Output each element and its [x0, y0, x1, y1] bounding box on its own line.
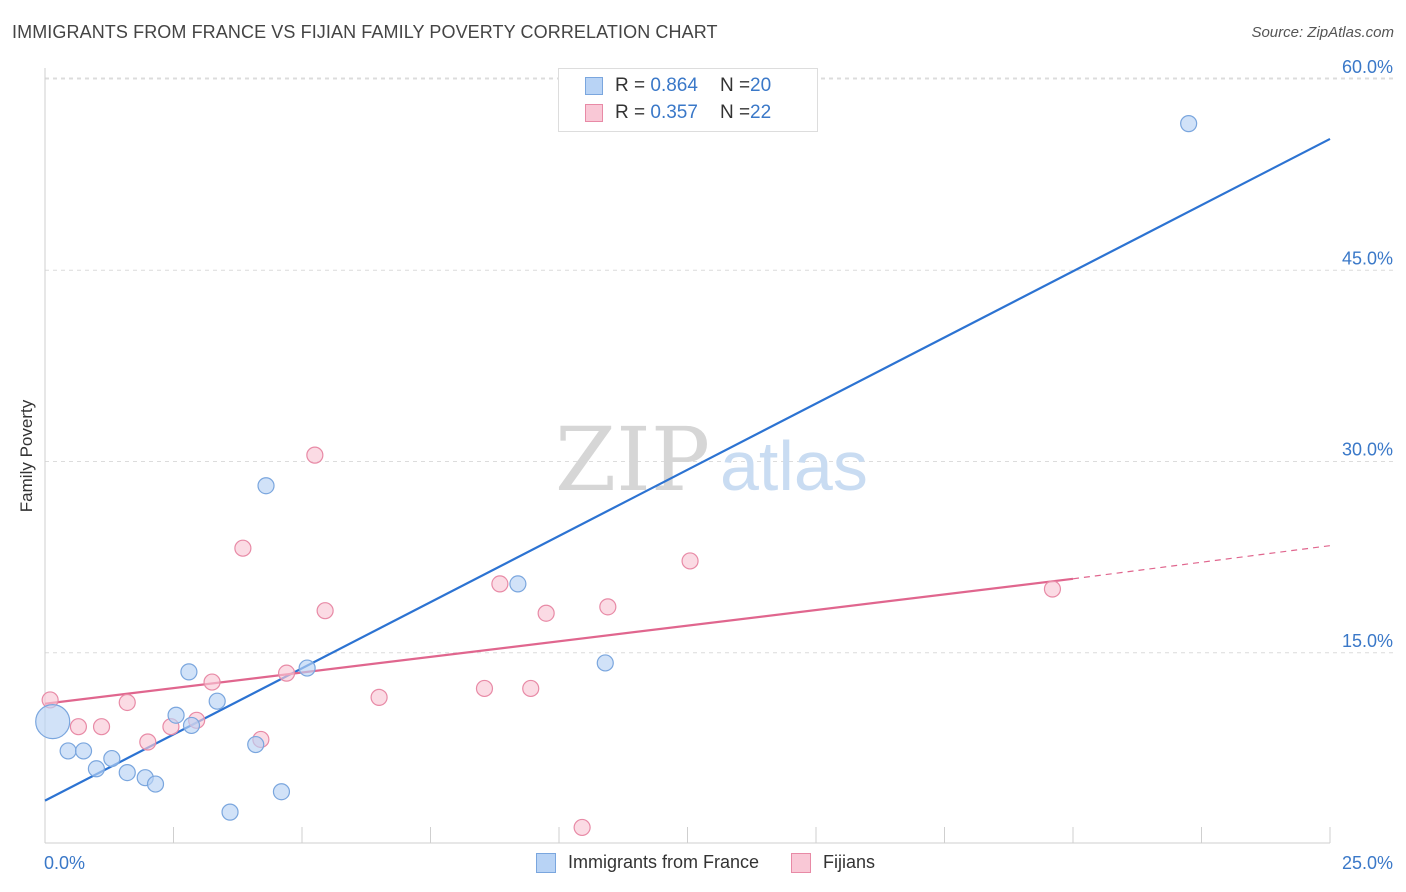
data-point-france: [272, 783, 291, 801]
data-point-france: [1180, 115, 1198, 133]
data-point-france: [257, 477, 275, 495]
correlation-legend: R = 0.864 N = 20 R = 0.357 N = 22: [558, 68, 818, 132]
legend-row-france: R = 0.864 N = 20: [585, 73, 771, 99]
x-tick-label: 0.0%: [44, 853, 85, 873]
data-point-fijians: [139, 733, 157, 751]
series-swatch-france: [536, 852, 556, 873]
data-point-fijians: [277, 664, 296, 682]
series-label-fijians: Fijians: [823, 852, 876, 872]
data-point-fijians: [306, 446, 324, 464]
source-label: Source: ZipAtlas.com: [1251, 24, 1394, 41]
data-point-france: [118, 763, 136, 782]
legend-r-label: R =: [615, 75, 646, 96]
series-legend-france[interactable]: Immigrants from France: [536, 852, 759, 873]
data-point-fijians: [234, 539, 252, 557]
data-point-fijians: [118, 693, 136, 712]
data-point-france: [596, 654, 614, 672]
legend-swatch-fijians: [585, 104, 603, 122]
data-point-fijians: [537, 604, 555, 622]
trend-line-france: [44, 137, 1331, 802]
series-legend-fijians[interactable]: Fijians: [791, 852, 875, 873]
legend-row-fijians: R = 0.357 N = 22: [585, 100, 771, 126]
trend-line-fijians: [44, 577, 1074, 705]
data-point-fijians: [1043, 580, 1062, 598]
data-point-france: [182, 716, 201, 735]
data-point-fijians: [681, 552, 699, 570]
y-tick-label: 30.0%: [1342, 440, 1393, 460]
data-point-fijians: [370, 688, 388, 706]
watermark: ZIP atlas: [555, 408, 868, 511]
grid-layer: [45, 77, 1395, 654]
chart-title: IMMIGRANTS FROM FRANCE VS FIJIAN FAMILY …: [12, 22, 718, 42]
y-tick-label: 45.0%: [1342, 248, 1393, 268]
data-point-france: [74, 742, 93, 760]
series-label-france: Immigrants from France: [568, 852, 760, 872]
watermark-atlas: atlas: [720, 427, 868, 505]
data-point-france: [221, 803, 239, 821]
data-point-fijians: [599, 598, 617, 616]
data-point-france: [146, 775, 165, 793]
data-point-france: [35, 703, 71, 740]
data-point-france: [247, 735, 265, 754]
data-point-fijians: [475, 679, 494, 698]
data-point-france: [59, 742, 77, 760]
trend-line-fijians-extension: [1072, 545, 1331, 580]
legend-r-value-france: 0.864: [650, 75, 698, 96]
legend-r-value-fijians: 0.357: [650, 102, 698, 123]
data-point-fijians: [573, 818, 591, 837]
data-point-france: [103, 749, 121, 768]
data-point-france: [509, 575, 527, 593]
y-tick-label: 60.0%: [1342, 57, 1393, 77]
data-point-fijians: [491, 575, 509, 593]
data-point-france: [208, 692, 226, 710]
data-point-fijians: [203, 673, 221, 691]
data-point-france: [298, 659, 316, 677]
data-point-france: [87, 760, 106, 778]
legend-n-label: N =: [719, 102, 751, 123]
data-point-fijians: [69, 718, 88, 736]
y-tick-label: 15.0%: [1342, 631, 1393, 651]
data-point-france: [167, 706, 185, 724]
x-tick-label: 25.0%: [1342, 853, 1393, 873]
series-swatch-fijians: [791, 852, 812, 873]
series-legend: Immigrants from France Fijians: [536, 852, 907, 873]
legend-swatch-france: [585, 77, 603, 95]
legend-r-label: R =: [615, 102, 646, 123]
trend-layer: [44, 137, 1331, 802]
data-point-fijians: [92, 718, 111, 736]
watermark-zip: ZIP: [555, 408, 710, 511]
data-point-france: [180, 663, 198, 681]
data-point-fijians: [316, 602, 334, 620]
y-axis-label: Family Poverty: [17, 399, 36, 513]
points-layer: [35, 115, 1198, 837]
legend-n-label: N =: [719, 75, 751, 96]
axes-layer: 15.0% 30.0% 45.0% 60.0% 0.0% 25.0%: [44, 57, 1393, 873]
legend-n-value-france: 20: [750, 75, 772, 96]
data-point-fijians: [522, 679, 540, 698]
legend-n-value-fijians: 22: [750, 102, 772, 123]
